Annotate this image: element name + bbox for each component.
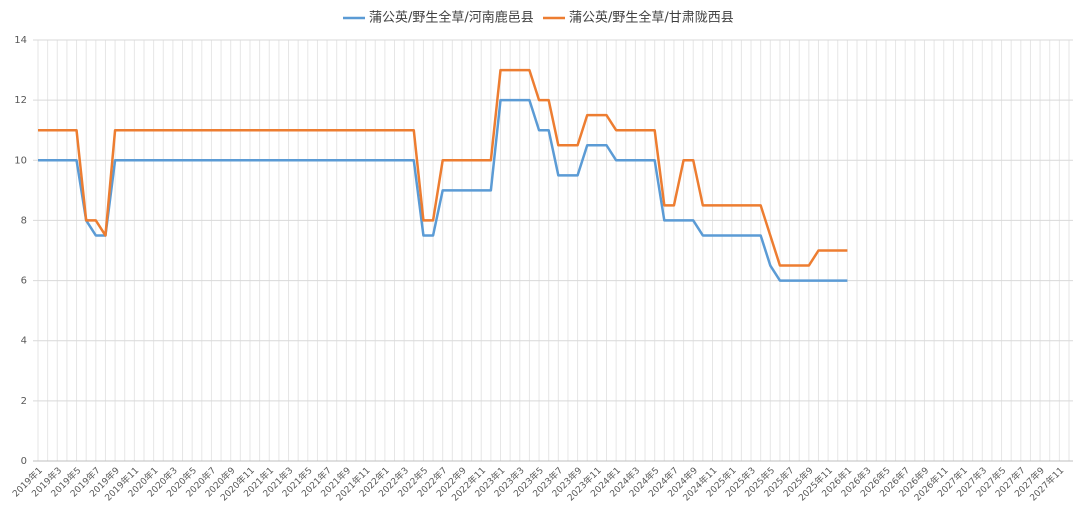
y-tick-label: 14 xyxy=(14,35,27,46)
y-tick-label: 6 xyxy=(21,276,27,287)
y-tick-label: 10 xyxy=(14,155,27,166)
legend-label: 蒲公英/野生全草/甘肃陇西县 xyxy=(569,10,734,26)
series-line xyxy=(38,98,848,282)
y-tick-label: 8 xyxy=(21,215,27,226)
series-line xyxy=(38,68,848,267)
legend-label: 蒲公英/野生全草/河南鹿邑县 xyxy=(369,10,534,26)
y-tick-label: 0 xyxy=(21,456,27,467)
y-tick-label: 2 xyxy=(21,396,27,407)
y-tick-label: 4 xyxy=(21,336,27,347)
y-tick-label: 12 xyxy=(14,95,27,106)
